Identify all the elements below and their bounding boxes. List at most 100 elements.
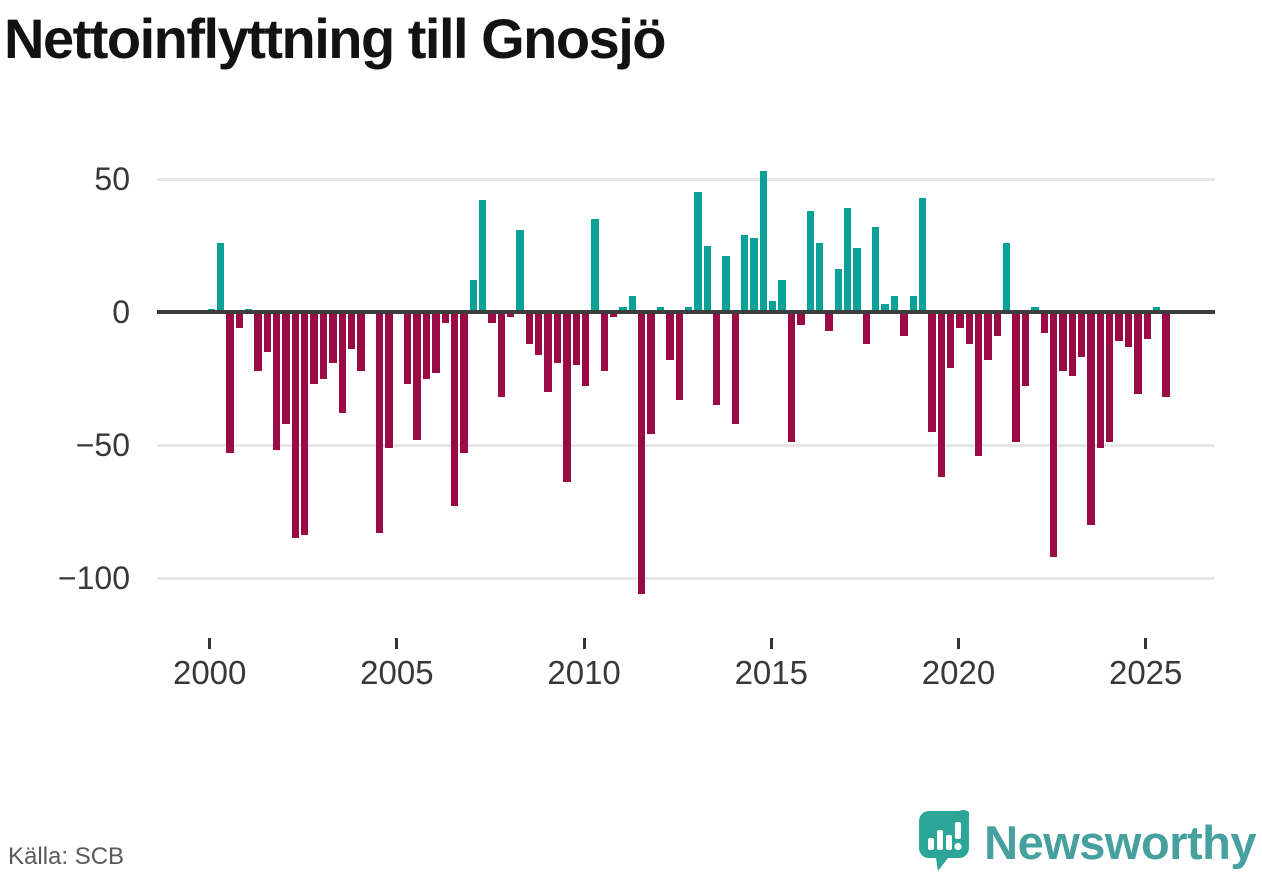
- bar-positive: [750, 237, 758, 312]
- bar-negative: [507, 312, 515, 318]
- x-tick-mark: [208, 638, 212, 649]
- bar-positive: [769, 301, 777, 312]
- bar-positive: [806, 210, 814, 312]
- bar-positive: [722, 256, 730, 312]
- bar-negative: [675, 312, 683, 400]
- bar-positive: [741, 234, 749, 312]
- speech-bubble-bar-chart-icon: [919, 810, 970, 871]
- bar-negative: [497, 312, 506, 398]
- bar-negative: [254, 312, 262, 371]
- y-tick-label: 50: [94, 161, 130, 197]
- bar-negative: [319, 312, 328, 379]
- x-tick-label: 2025: [1108, 654, 1183, 691]
- bar-negative: [1134, 312, 1142, 395]
- bar-positive: [628, 296, 637, 312]
- bar-negative: [1049, 312, 1058, 557]
- bar-positive: [469, 280, 477, 312]
- bar-negative: [544, 312, 552, 392]
- bar-negative: [956, 312, 964, 328]
- bar-negative: [563, 312, 571, 483]
- bar-negative: [441, 312, 449, 323]
- bar-negative: [928, 312, 936, 432]
- bar-negative: [731, 312, 740, 424]
- bar-negative: [946, 312, 955, 368]
- bar-negative: [226, 312, 234, 453]
- bar-positive: [703, 245, 711, 312]
- x-tick-mark: [1144, 638, 1148, 649]
- bar-negative: [273, 312, 281, 451]
- bar-negative: [301, 312, 309, 536]
- bar-positive: [918, 197, 927, 312]
- bar-negative: [525, 312, 534, 344]
- bar-negative: [460, 312, 468, 453]
- bar-negative: [581, 312, 590, 387]
- bar-negative: [404, 312, 412, 384]
- bar-negative: [291, 312, 300, 539]
- bar-positive: [216, 242, 225, 312]
- y-tick-label: −100: [57, 560, 130, 596]
- bar-negative: [1040, 312, 1048, 334]
- bar-positive: [778, 280, 786, 312]
- bar-negative: [535, 312, 543, 355]
- bar-negative: [310, 312, 318, 384]
- bar-negative: [357, 312, 365, 371]
- bar-positive: [834, 269, 842, 312]
- bar-negative: [937, 312, 945, 477]
- y-gridline: [157, 443, 1215, 447]
- newsworthy-wordmark: Newsworthy: [984, 815, 1256, 869]
- bar-negative: [375, 312, 384, 533]
- bar-positive: [1003, 242, 1011, 312]
- bar-negative: [1124, 312, 1133, 347]
- bar-positive: [684, 306, 693, 312]
- x-tick-mark: [582, 638, 586, 649]
- bar-negative: [282, 312, 290, 424]
- bar-negative: [1068, 312, 1076, 376]
- bar-negative: [1162, 312, 1170, 398]
- bar-negative: [432, 312, 440, 374]
- bar-negative: [450, 312, 459, 507]
- bar-positive: [694, 192, 702, 312]
- bar-positive: [843, 208, 852, 312]
- bar-negative: [1143, 312, 1151, 339]
- bar-positive: [890, 296, 899, 312]
- y-gridline: [157, 177, 1215, 181]
- x-tick-label: 2005: [360, 654, 434, 691]
- bar-negative: [1077, 312, 1086, 358]
- bar-negative: [1012, 312, 1020, 443]
- bar-negative: [1087, 312, 1095, 525]
- bar-negative: [666, 312, 674, 360]
- bar-negative: [975, 312, 983, 456]
- x-tick-label: 2015: [734, 654, 808, 691]
- bar-negative: [347, 312, 356, 350]
- x-tick-label: 2020: [921, 654, 996, 691]
- bar-negative: [712, 312, 721, 406]
- bar-positive: [853, 248, 861, 312]
- bar-negative: [422, 312, 431, 379]
- bar-positive: [516, 229, 524, 312]
- bar-negative: [553, 312, 562, 363]
- bar-negative: [263, 312, 272, 352]
- bar-positive: [815, 242, 824, 312]
- bar-negative: [338, 312, 346, 414]
- bar-negative: [984, 312, 992, 360]
- bar-negative: [572, 312, 580, 366]
- bar-negative: [329, 312, 337, 363]
- bar-positive: [619, 306, 627, 312]
- bar-negative: [413, 312, 421, 440]
- bar-negative: [993, 312, 1002, 336]
- y-gridline: [157, 576, 1215, 580]
- bar-negative: [1115, 312, 1123, 342]
- bar-negative: [1106, 312, 1114, 443]
- bar-positive: [656, 306, 665, 312]
- bar-negative: [600, 312, 608, 371]
- bar-negative: [1059, 312, 1067, 371]
- bar-negative: [638, 312, 646, 594]
- bar-positive: [1152, 306, 1161, 312]
- bar-positive: [759, 171, 768, 312]
- x-tick-label: 2000: [172, 654, 247, 691]
- newsworthy-logo: Newsworthy: [918, 810, 1256, 874]
- x-tick-mark: [769, 638, 773, 649]
- bar-positive: [909, 296, 917, 312]
